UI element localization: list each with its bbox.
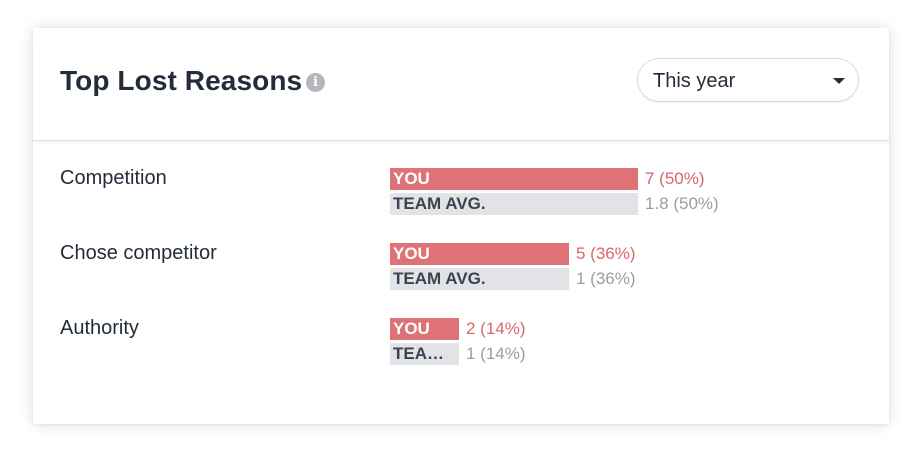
you-bar[interactable]: YOU <box>390 168 638 190</box>
you-bar-label: YOU <box>393 244 430 263</box>
reason-bars: YOU 2 (14%) TEAM ... 1 (14%) <box>390 318 870 366</box>
you-bar[interactable]: YOU <box>390 318 459 340</box>
team-avg-bar-value: 1.8 (50%) <box>645 194 719 213</box>
team-avg-bar-label: TEAM ... <box>393 344 458 363</box>
caret-down-icon <box>833 78 845 84</box>
you-bar-row: YOU 5 (36%) <box>390 243 870 265</box>
team-avg-bar-value: 1 (14%) <box>466 344 526 363</box>
you-bar-label: YOU <box>393 169 430 188</box>
reason-item: Authority YOU 2 (14%) TEAM ... 1 (14%) <box>33 291 889 365</box>
team-avg-bar[interactable]: TEAM ... <box>390 343 459 365</box>
you-bar[interactable]: YOU <box>390 243 569 265</box>
team-avg-bar[interactable]: TEAM AVG. <box>390 268 569 290</box>
team-bar-row: TEAM ... 1 (14%) <box>390 343 870 365</box>
top-lost-reasons-card: Top Lost Reasons i This year Competition… <box>33 28 889 424</box>
reason-bars: YOU 5 (36%) TEAM AVG. 1 (36%) <box>390 243 870 291</box>
team-avg-bar-value: 1 (36%) <box>576 269 636 288</box>
you-bar-value: 2 (14%) <box>466 319 526 338</box>
info-icon[interactable]: i <box>306 73 325 92</box>
card-title: Top Lost Reasons <box>60 65 303 96</box>
reason-label: Authority <box>60 317 139 339</box>
reason-label: Chose competitor <box>60 242 217 264</box>
reason-item: Competition YOU 7 (50%) TEAM AVG. 1.8 (5… <box>33 141 889 215</box>
you-bar-row: YOU 7 (50%) <box>390 168 870 190</box>
you-bar-value: 5 (36%) <box>576 244 636 263</box>
you-bar-label: YOU <box>393 319 430 338</box>
team-avg-bar-label: TEAM AVG. <box>393 269 486 288</box>
team-avg-bar-label: TEAM AVG. <box>393 194 486 213</box>
card-header: Top Lost Reasons i This year <box>33 28 889 141</box>
reason-bars: YOU 7 (50%) TEAM AVG. 1.8 (50%) <box>390 168 870 216</box>
period-dropdown[interactable]: This year <box>637 58 859 102</box>
period-selected-value: This year <box>653 70 736 92</box>
reasons-list: Competition YOU 7 (50%) TEAM AVG. 1.8 (5… <box>33 141 889 424</box>
you-bar-value: 7 (50%) <box>645 169 705 188</box>
you-bar-row: YOU 2 (14%) <box>390 318 870 340</box>
team-bar-row: TEAM AVG. 1 (36%) <box>390 268 870 290</box>
reason-item: Chose competitor YOU 5 (36%) TEAM AVG. 1… <box>33 216 889 290</box>
reason-label: Competition <box>60 167 167 189</box>
team-bar-row: TEAM AVG. 1.8 (50%) <box>390 193 870 215</box>
team-avg-bar[interactable]: TEAM AVG. <box>390 193 638 215</box>
